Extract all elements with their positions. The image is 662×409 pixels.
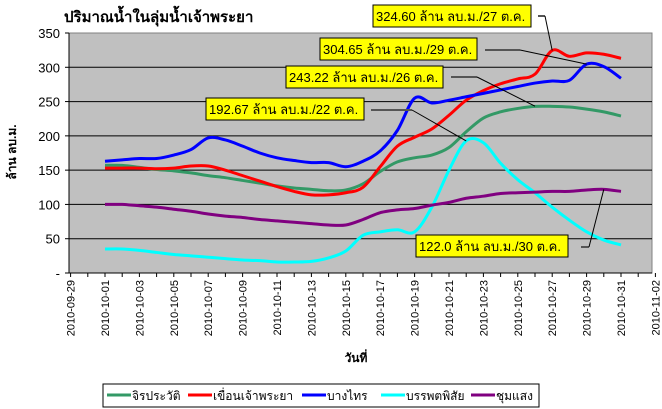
y-tick-label: 250 xyxy=(38,95,60,110)
annotations-group: 324.60 ล้าน ลบ.ม./27 ต.ค. 304.65 ล้าน ลบ.… xyxy=(205,4,605,258)
x-tick-label: 2010-10-21 xyxy=(444,280,456,336)
x-tick-label: 2010-10-19 xyxy=(410,280,422,336)
y-tick-label: 300 xyxy=(38,60,60,75)
annotation-0: 324.60 ล้าน ลบ.ม./27 ต.ค. xyxy=(372,4,553,51)
x-tick-label: 2010-11-02 xyxy=(650,280,662,335)
x-axis-group: 2010-09-29 2010-10-01 2010-10-03 2010-10-05… xyxy=(66,273,662,336)
legend-label: จิรประวัติ xyxy=(132,389,181,403)
annotation-1: 304.65 ล้าน ลบ.ม./29 ต.ค. xyxy=(319,37,587,65)
y-axis-group: 350 300 250 200 150 100 50 - xyxy=(38,26,652,281)
legend: จิรประวัติ เขื่อนเจ้าพระยา บางไทร บรรพตพิสั… xyxy=(102,383,540,408)
x-tick-label: 2010-10-31 xyxy=(616,280,628,336)
y-tick-label: 150 xyxy=(38,163,60,178)
legend-item-1: เขื่อนเจ้าพระยา xyxy=(188,387,293,403)
x-tick-label: 2010-10-09 xyxy=(238,280,250,336)
annotation-2: 243.22 ล้าน ลบ.ม./26 ต.ค. xyxy=(285,65,536,107)
x-tick-label: 2010-10-13 xyxy=(306,280,318,336)
legend-label: ชุมแสง xyxy=(496,389,533,404)
legend-item-0: จิรประวัติ xyxy=(107,389,181,403)
annotation-4: 122.0 ล้าน ลบ.ม./30 ต.ค. xyxy=(415,189,605,258)
y-axis-label: ล้าน ลบ.ม. xyxy=(5,124,19,179)
x-axis-label: วันที่ xyxy=(345,349,368,365)
y-tick-label: - xyxy=(56,266,60,281)
annotation-box xyxy=(415,234,569,258)
x-tick-label: 2010-10-03 xyxy=(134,280,146,336)
leader-line xyxy=(476,76,536,107)
x-tick-label: 2010-10-11 xyxy=(272,280,284,335)
x-tick-label: 2010-10-01 xyxy=(100,280,112,336)
leader-line xyxy=(544,15,553,51)
annotation-3: 192.67 ล้าน ลบ.ม./22 ต.ค. xyxy=(205,97,467,142)
annotation-label: 192.67 ล้าน ลบ.ม./22 ต.ค. xyxy=(209,102,358,117)
annotation-label: 122.0 ล้าน ลบ.ม./30 ต.ค. xyxy=(419,239,561,254)
x-tick-label: 2010-10-25 xyxy=(513,280,525,336)
y-tick-label: 100 xyxy=(38,197,60,212)
legend-label: เขื่อนเจ้าพระยา xyxy=(213,387,293,403)
leader-line xyxy=(588,189,605,248)
y-tick-label: 50 xyxy=(46,232,60,247)
legend-item-4: ชุมแสง xyxy=(471,389,533,404)
annotation-box xyxy=(205,97,365,121)
annotation-box xyxy=(285,65,444,89)
x-tick-label: 2010-10-05 xyxy=(169,280,181,336)
x-tick-label: 2010-10-23 xyxy=(478,280,490,336)
legend-item-2: บางไทร xyxy=(302,389,368,403)
y-tick-label: 350 xyxy=(38,26,60,41)
annotation-label: 324.60 ล้าน ลบ.ม./27 ต.ค. xyxy=(376,9,525,24)
annotation-label: 243.22 ล้าน ลบ.ม./26 ต.ค. xyxy=(289,70,438,85)
legend-label: บรรพตพิสัย xyxy=(406,389,464,403)
series-group xyxy=(104,48,622,264)
leader-line xyxy=(519,49,587,65)
x-tick-label: 2010-10-27 xyxy=(547,280,559,336)
x-tick-label: 2010-09-29 xyxy=(66,280,78,336)
x-tick-label: 2010-10-29 xyxy=(582,280,594,336)
leader-line xyxy=(411,109,467,142)
annotation-label: 304.65 ล้าน ลบ.ม./29 ต.ค. xyxy=(323,42,472,57)
x-tick-label: 2010-10-07 xyxy=(203,280,215,336)
y-tick-label: 200 xyxy=(38,129,60,144)
chart-title: ปริมาณน้ำในลุ่มน้ำเจ้าพระยา xyxy=(64,5,253,27)
x-tick-label: 2010-10-15 xyxy=(341,280,353,336)
legend-item-3: บรรพตพิสัย xyxy=(381,389,464,403)
annotation-box xyxy=(319,37,478,61)
annotation-box xyxy=(372,4,532,28)
legend-label: บางไทร xyxy=(327,389,368,403)
x-tick-label: 2010-10-17 xyxy=(375,280,387,336)
